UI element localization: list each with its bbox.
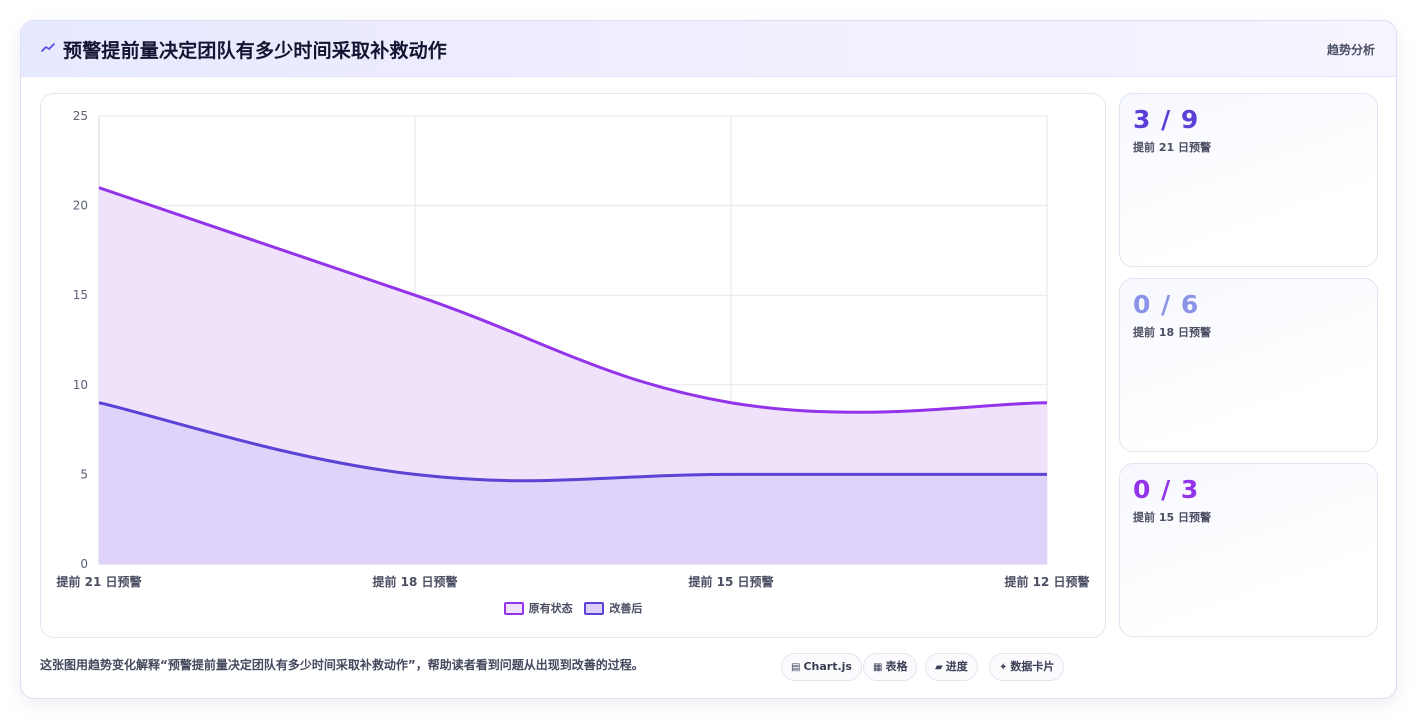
chart-panel: 0 5 10 15 20 25 提前 21 日预警 提前 18 日预警 提前 15 日预警 提前 … xyxy=(40,93,1106,638)
y-tick-label: 25 xyxy=(73,109,88,123)
chart-legend: 原有状态 改善后 xyxy=(41,600,1105,616)
sparkle-icon: ✦ xyxy=(999,662,1008,673)
chip-label: 数据卡片 xyxy=(1010,660,1055,673)
chip-label: Chart.js xyxy=(803,660,852,673)
stat-card-3: 0 / 3 提前 15 日预警 xyxy=(1119,463,1378,637)
legend-item-original[interactable]: 原有状态 xyxy=(503,600,573,616)
chip-chartjs[interactable]: ▤ Chart.js xyxy=(781,653,862,681)
y-tick-label: 10 xyxy=(73,378,88,392)
area-chart: 0 5 10 15 20 25 提前 21 日预警 提前 18 日预警 提前 15 日预警 提前 … xyxy=(56,109,1089,589)
chip-table[interactable]: ▦ 表格 xyxy=(863,653,918,681)
y-tick-label: 15 xyxy=(73,288,88,302)
stat-label: 提前 15 日预警 xyxy=(1133,511,1211,524)
stat-value: 3 / 9 xyxy=(1133,105,1200,134)
stat-label: 提前 21 日预警 xyxy=(1133,141,1211,154)
header-tag: 趋势分析 xyxy=(1326,43,1375,57)
chart-icon: ▤ xyxy=(791,662,801,673)
chart-card: 预警提前量决定团队有多少时间采取补救动作 趋势分析 0 5 10 15 20 25 提前 2… xyxy=(20,20,1397,699)
legend-swatch-improved xyxy=(584,601,605,615)
x-tick-label: 提前 12 日预警 xyxy=(1004,574,1089,589)
table-icon: ▦ xyxy=(873,662,883,673)
stat-value: 0 / 6 xyxy=(1133,290,1200,319)
y-tick-label: 20 xyxy=(73,199,88,213)
stat-card-2: 0 / 6 提前 18 日预警 xyxy=(1119,278,1378,452)
stat-label: 提前 18 日预警 xyxy=(1133,326,1211,339)
legend-label-original: 原有状态 xyxy=(528,602,573,615)
chip-label: 进度 xyxy=(945,660,968,673)
y-tick-label: 5 xyxy=(80,467,88,481)
progress-icon: ▰ xyxy=(935,662,943,673)
legend-label-improved: 改善后 xyxy=(609,602,643,615)
y-tick-label: 0 xyxy=(80,557,88,571)
chart-title: 预警提前量决定团队有多少时间采取补救动作 xyxy=(63,40,448,62)
legend-swatch-original xyxy=(503,601,524,615)
trend-icon xyxy=(41,43,55,52)
series-line-1 xyxy=(98,186,1048,414)
stat-value: 0 / 3 xyxy=(1133,475,1200,504)
chip-progress[interactable]: ▰ 进度 xyxy=(925,653,978,681)
card-header: 预警提前量决定团队有多少时间采取补救动作 趋势分析 xyxy=(21,21,1396,77)
chip-data-card[interactable]: ✦ 数据卡片 xyxy=(989,653,1065,681)
stat-card-1: 3 / 9 提前 21 日预警 xyxy=(1119,93,1378,267)
series-area-2 xyxy=(99,402,1047,564)
series-line-2 xyxy=(98,401,1047,483)
x-tick-label: 提前 18 日预警 xyxy=(372,574,457,589)
x-tick-label: 提前 21 日预警 xyxy=(56,574,141,589)
chip-label: 表格 xyxy=(885,660,908,673)
x-tick-label: 提前 15 日预警 xyxy=(688,574,773,589)
chart-caption: 这张图用趋势变化解释“预警提前量决定团队有多少时间采取补救动作”，帮助读者看到问… xyxy=(40,658,644,672)
legend-item-improved[interactable]: 改善后 xyxy=(584,600,642,616)
